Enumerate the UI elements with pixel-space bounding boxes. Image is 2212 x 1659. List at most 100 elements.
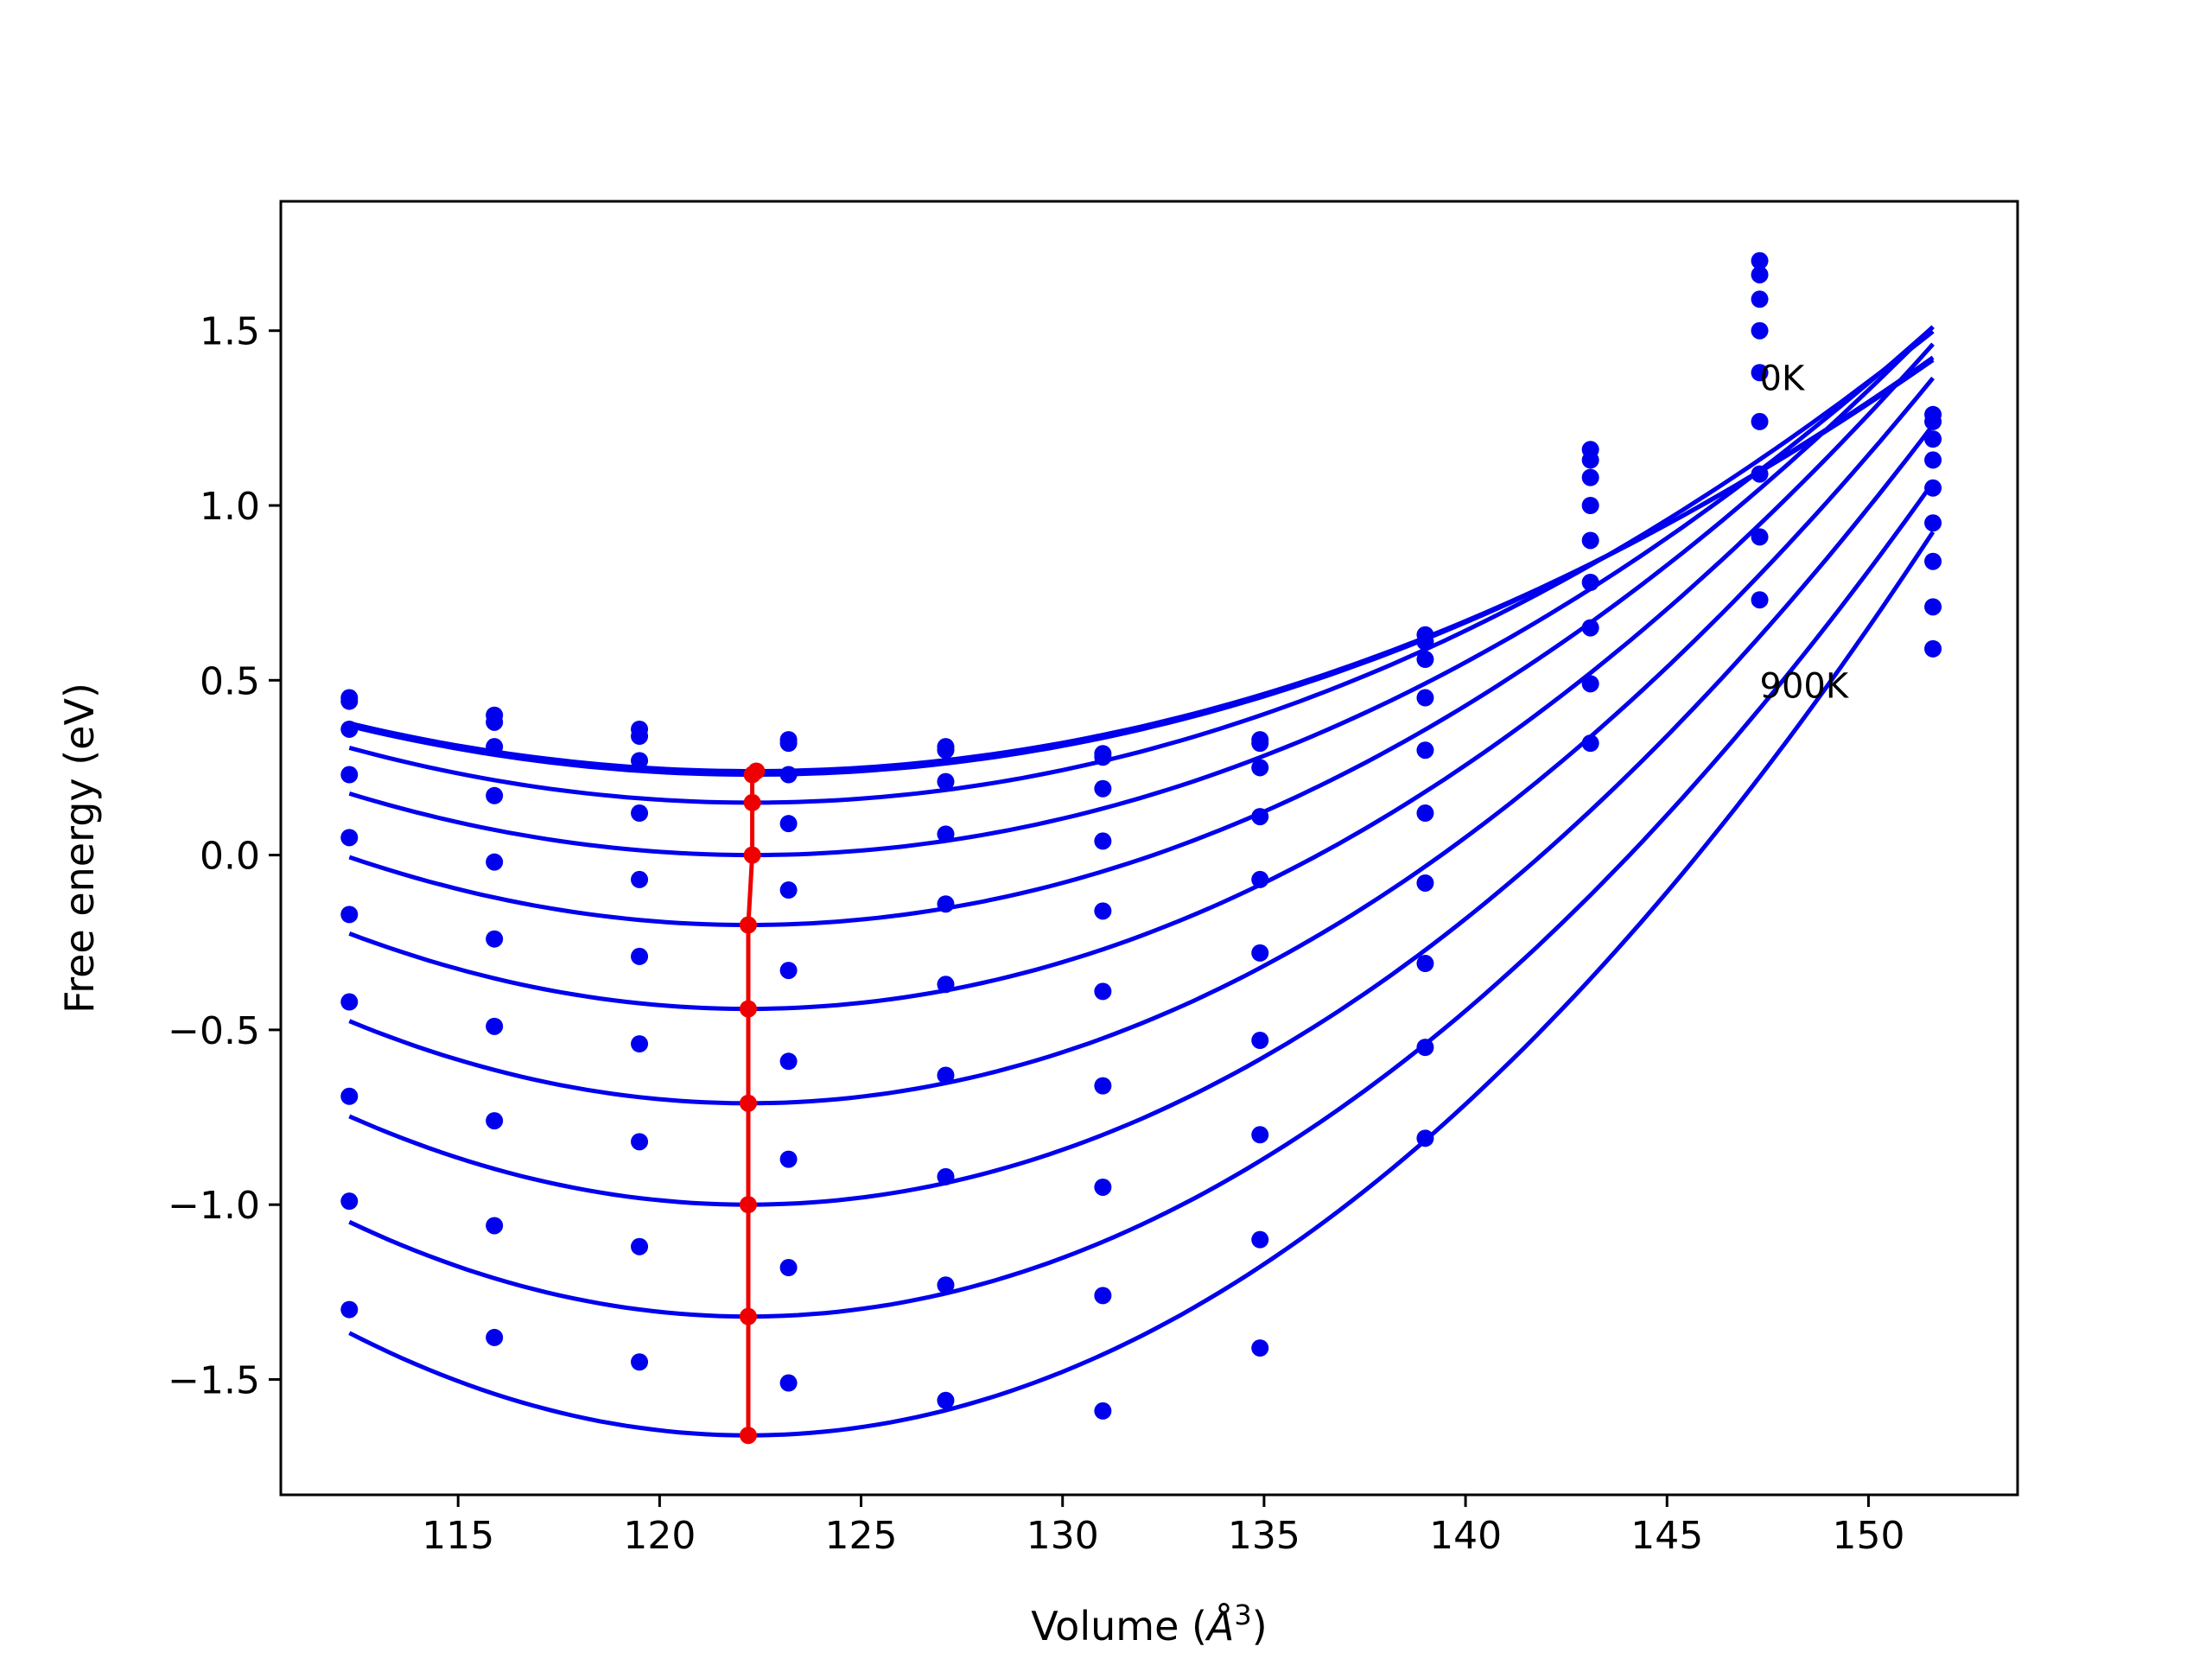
data-point [779, 734, 798, 753]
data-point [1581, 468, 1599, 486]
data-point [937, 1391, 955, 1409]
data-point [1094, 902, 1112, 920]
data-point [340, 692, 359, 710]
data-point [1416, 1039, 1434, 1057]
data-point [340, 1192, 359, 1211]
data-point [1751, 265, 1769, 283]
fit-curve [348, 531, 1936, 1438]
y-axis-label: Free energy (eV) [56, 683, 103, 1014]
data-point [1751, 412, 1769, 430]
data-point [340, 993, 359, 1011]
data-point [631, 870, 649, 888]
data-point [937, 976, 955, 994]
data-point [340, 829, 359, 847]
data-point [1416, 632, 1434, 651]
data-point [340, 1300, 359, 1319]
data-point [779, 1374, 798, 1392]
data-point [486, 853, 504, 871]
data-point [779, 766, 798, 784]
data-point [1094, 832, 1112, 850]
data-point [1094, 982, 1112, 1001]
data-point [1094, 1178, 1112, 1196]
minimum-point [743, 846, 761, 864]
fit-curve [348, 325, 1935, 927]
y-axis: −1.5 −1.0 −0.5 0.0 0.5 1.0 1.5 [168, 310, 281, 1402]
y-tick-label: 1.5 [200, 310, 260, 354]
data-point [486, 1328, 504, 1346]
data-point [1924, 514, 1942, 532]
data-point [937, 772, 955, 791]
axes-frame [279, 200, 2019, 1497]
minimum-point [739, 916, 757, 934]
data-point [1416, 804, 1434, 823]
y-tick-label: −0.5 [168, 1009, 260, 1053]
data-point [937, 1167, 955, 1185]
minimum-point [739, 1196, 757, 1214]
data-point [1581, 619, 1599, 637]
data-point [1924, 552, 1942, 570]
data-point [1581, 531, 1599, 550]
x-tick-label: 125 [825, 1514, 898, 1558]
data-point [1751, 321, 1769, 340]
data-point [937, 1276, 955, 1294]
data-point [779, 815, 798, 833]
data-point [1581, 734, 1599, 753]
data-point [1251, 734, 1269, 753]
data-point [1251, 1126, 1269, 1144]
fit-curve [348, 325, 1935, 858]
data-point [486, 1217, 504, 1235]
data-point [1581, 496, 1599, 514]
data-point [937, 741, 955, 760]
data-point [1581, 675, 1599, 693]
data-point [1751, 364, 1769, 382]
data-point [1416, 874, 1434, 892]
data-point [1094, 779, 1112, 798]
x-axis: 115 120 125 130 135 140 145 150 [422, 1495, 1904, 1558]
data-point [1251, 1032, 1269, 1050]
data-point [486, 786, 504, 804]
data-point [1416, 1129, 1434, 1147]
data-point [1251, 808, 1269, 826]
minimum-point [739, 1094, 757, 1112]
data-point [1924, 412, 1942, 430]
data-point [486, 1017, 504, 1035]
data-point [631, 1133, 649, 1151]
data-point [631, 1353, 649, 1371]
fit-curve [348, 376, 1936, 1106]
data-point [1251, 1230, 1269, 1249]
x-tick-label: 130 [1027, 1514, 1099, 1558]
data-point [1751, 290, 1769, 308]
data-point [1581, 451, 1599, 469]
x-axis-label: Volume (Å3) [1031, 1599, 1267, 1649]
x-tick-label: 115 [422, 1514, 494, 1558]
minimum-point [743, 766, 761, 784]
x-tick-label: 145 [1630, 1514, 1703, 1558]
minimum-line [746, 769, 758, 1436]
data-point [937, 825, 955, 843]
data-point [631, 752, 649, 770]
y-tick-label: 0.5 [200, 659, 260, 703]
plot-area [340, 251, 1942, 1445]
y-tick-label: −1.5 [168, 1358, 260, 1402]
data-point [779, 1259, 798, 1277]
data-point [1251, 1339, 1269, 1357]
data-point [1251, 759, 1269, 777]
data-point [779, 1150, 798, 1168]
data-point [486, 738, 504, 756]
x-tick-label: 140 [1429, 1514, 1502, 1558]
data-point [937, 895, 955, 913]
x-tick-label: 150 [1832, 1514, 1904, 1558]
data-point [1924, 451, 1942, 469]
fit-curve [348, 355, 1935, 777]
data-point [340, 766, 359, 784]
data-point [1416, 955, 1434, 973]
data-point [1751, 528, 1769, 546]
fit-curve [348, 480, 1936, 1319]
data-point [1251, 944, 1269, 962]
data-point [1094, 1402, 1112, 1420]
data-point [340, 720, 359, 738]
data-point [631, 947, 649, 965]
x-tick-label: 120 [623, 1514, 696, 1558]
data-point [340, 1087, 359, 1105]
